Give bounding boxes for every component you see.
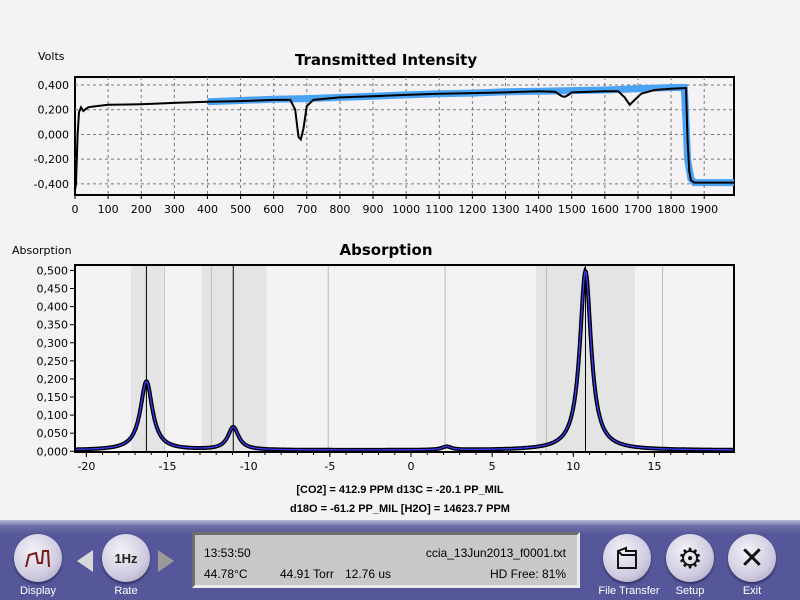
x-tick-label: 800: [329, 203, 350, 216]
rate-button[interactable]: 1Hz: [102, 534, 150, 582]
setup-button[interactable]: ⚙: [666, 534, 714, 582]
x-tick-label: -10: [240, 460, 258, 473]
status-time: 13:53:50: [204, 546, 251, 560]
x-tick-label: -5: [324, 460, 335, 473]
chart-title-absorption: Absorption: [339, 241, 433, 259]
y-tick-label: 0,500: [37, 264, 69, 277]
x-tick-label: 1300: [492, 203, 520, 216]
concentration-results-line2: d18O = -61.2 PP_MIL [H2O] = 14623.7 PPM: [290, 503, 510, 515]
charts-canvas: 0 100 200 300 400 500 600 700 800 900 1000 1100 1200…: [34, 76, 735, 473]
setup-label: Setup: [675, 585, 705, 597]
x-tick-label: 900: [363, 203, 384, 216]
file-transfer-label: File Transfer: [598, 585, 660, 597]
status-temperature: 44.78°C: [204, 567, 248, 581]
close-icon: ✕: [739, 540, 765, 576]
measured-trace: [74, 87, 734, 191]
x-tick-label: 600: [263, 203, 284, 216]
y-tick-label: 0,350: [37, 319, 69, 332]
x-tick-label: 400: [197, 203, 218, 216]
y-tick-label: 0,400: [38, 79, 70, 92]
rate-label: Rate: [114, 585, 138, 597]
transmitted-intensity-chart: 0 100 200 300 400 500 600 700 800 900 1000 1100 1200…: [34, 76, 735, 216]
y-tick-label: 0,200: [38, 104, 70, 117]
y-tick-label: -0,400: [34, 178, 69, 191]
gear-icon: ⚙: [677, 541, 703, 575]
y-tick-label: 0,100: [37, 409, 69, 422]
status-filename: ccia_13Jun2013_f0001.txt: [425, 546, 566, 560]
y-tick-label: 0,250: [37, 355, 69, 368]
fit-absorption-trace: [75, 269, 734, 451]
x-tick-label: 1200: [458, 203, 486, 216]
y-tick-label: 0,450: [37, 283, 69, 296]
y-axis-label-bottom: Absorption: [12, 244, 72, 257]
display-button[interactable]: [14, 534, 62, 582]
y-tick-label: 0,150: [37, 391, 69, 404]
chart-title-transmitted: Transmitted Intensity: [294, 51, 478, 69]
y-tick-label: 0,000: [37, 445, 69, 458]
y-tick-label: -0,200: [34, 153, 69, 166]
folder-icon: [617, 546, 637, 569]
y-tick-label: 0,050: [37, 427, 69, 440]
exit-label: Exit: [742, 585, 762, 597]
plot-frame: [74, 264, 735, 453]
rate-decrease-arrow-icon[interactable]: [77, 550, 93, 572]
x-tick-label: 200: [131, 203, 152, 216]
x-tick-label: 500: [230, 203, 251, 216]
file-transfer-button[interactable]: [603, 534, 651, 582]
x-tick-label: 1900: [690, 203, 718, 216]
x-tick-label: -20: [77, 460, 95, 473]
rate-increase-arrow-icon[interactable]: [158, 550, 174, 572]
x-tick-label: 1100: [425, 203, 453, 216]
display-label: Display: [19, 585, 57, 597]
plot-background: [75, 265, 734, 452]
x-tick-label: 700: [296, 203, 317, 216]
x-tick-label: 1600: [591, 203, 619, 216]
x-tick-label: -15: [159, 460, 177, 473]
x-tick-label: 1700: [624, 203, 652, 216]
status-hd-free: HD Free: 81%: [489, 567, 566, 581]
x-tick-label: 5: [489, 460, 496, 473]
y-tick-label: 0,300: [37, 337, 69, 350]
absorption-chart: -20 -15 -10 -5 0 5 10 15 0,000 0,050 0,100 0,150 0,2…: [37, 264, 735, 473]
x-tick-label: 100: [98, 203, 119, 216]
status-pressure: 44.91 Torr: [280, 567, 334, 581]
y-axis-label-top: Volts: [38, 50, 65, 63]
x-tick-label: 10: [566, 460, 580, 473]
x-tick-label: 1800: [657, 203, 685, 216]
x-tick-label: 300: [164, 203, 185, 216]
waveform-icon: [25, 550, 50, 568]
exit-button[interactable]: ✕: [728, 534, 776, 582]
x-tick-label: 1500: [558, 203, 586, 216]
x-tick-label: 0: [72, 203, 79, 216]
y-tick-label: 0,400: [37, 301, 69, 314]
status-panel: 13:53:50 ccia_13Jun2013_f0001.txt 44.78°…: [192, 532, 580, 588]
x-tick-label: 0: [407, 460, 414, 473]
x-tick-label: 1400: [525, 203, 553, 216]
status-ringdown-time: 12.76 us: [345, 567, 392, 581]
concentration-results-line1: [CO2] = 412.9 PPM d13C = -20.1 PP_MIL: [296, 484, 504, 496]
y-tick-label: 0,000: [38, 128, 70, 141]
y-tick-label: 0,200: [37, 373, 69, 386]
x-tick-label: 15: [647, 460, 661, 473]
fit-region-band: [201, 265, 267, 452]
x-tick-label: 1000: [392, 203, 420, 216]
bottom-toolbar: Display 1Hz Rate 13:53:50 ccia_13Jun2013…: [0, 520, 800, 600]
